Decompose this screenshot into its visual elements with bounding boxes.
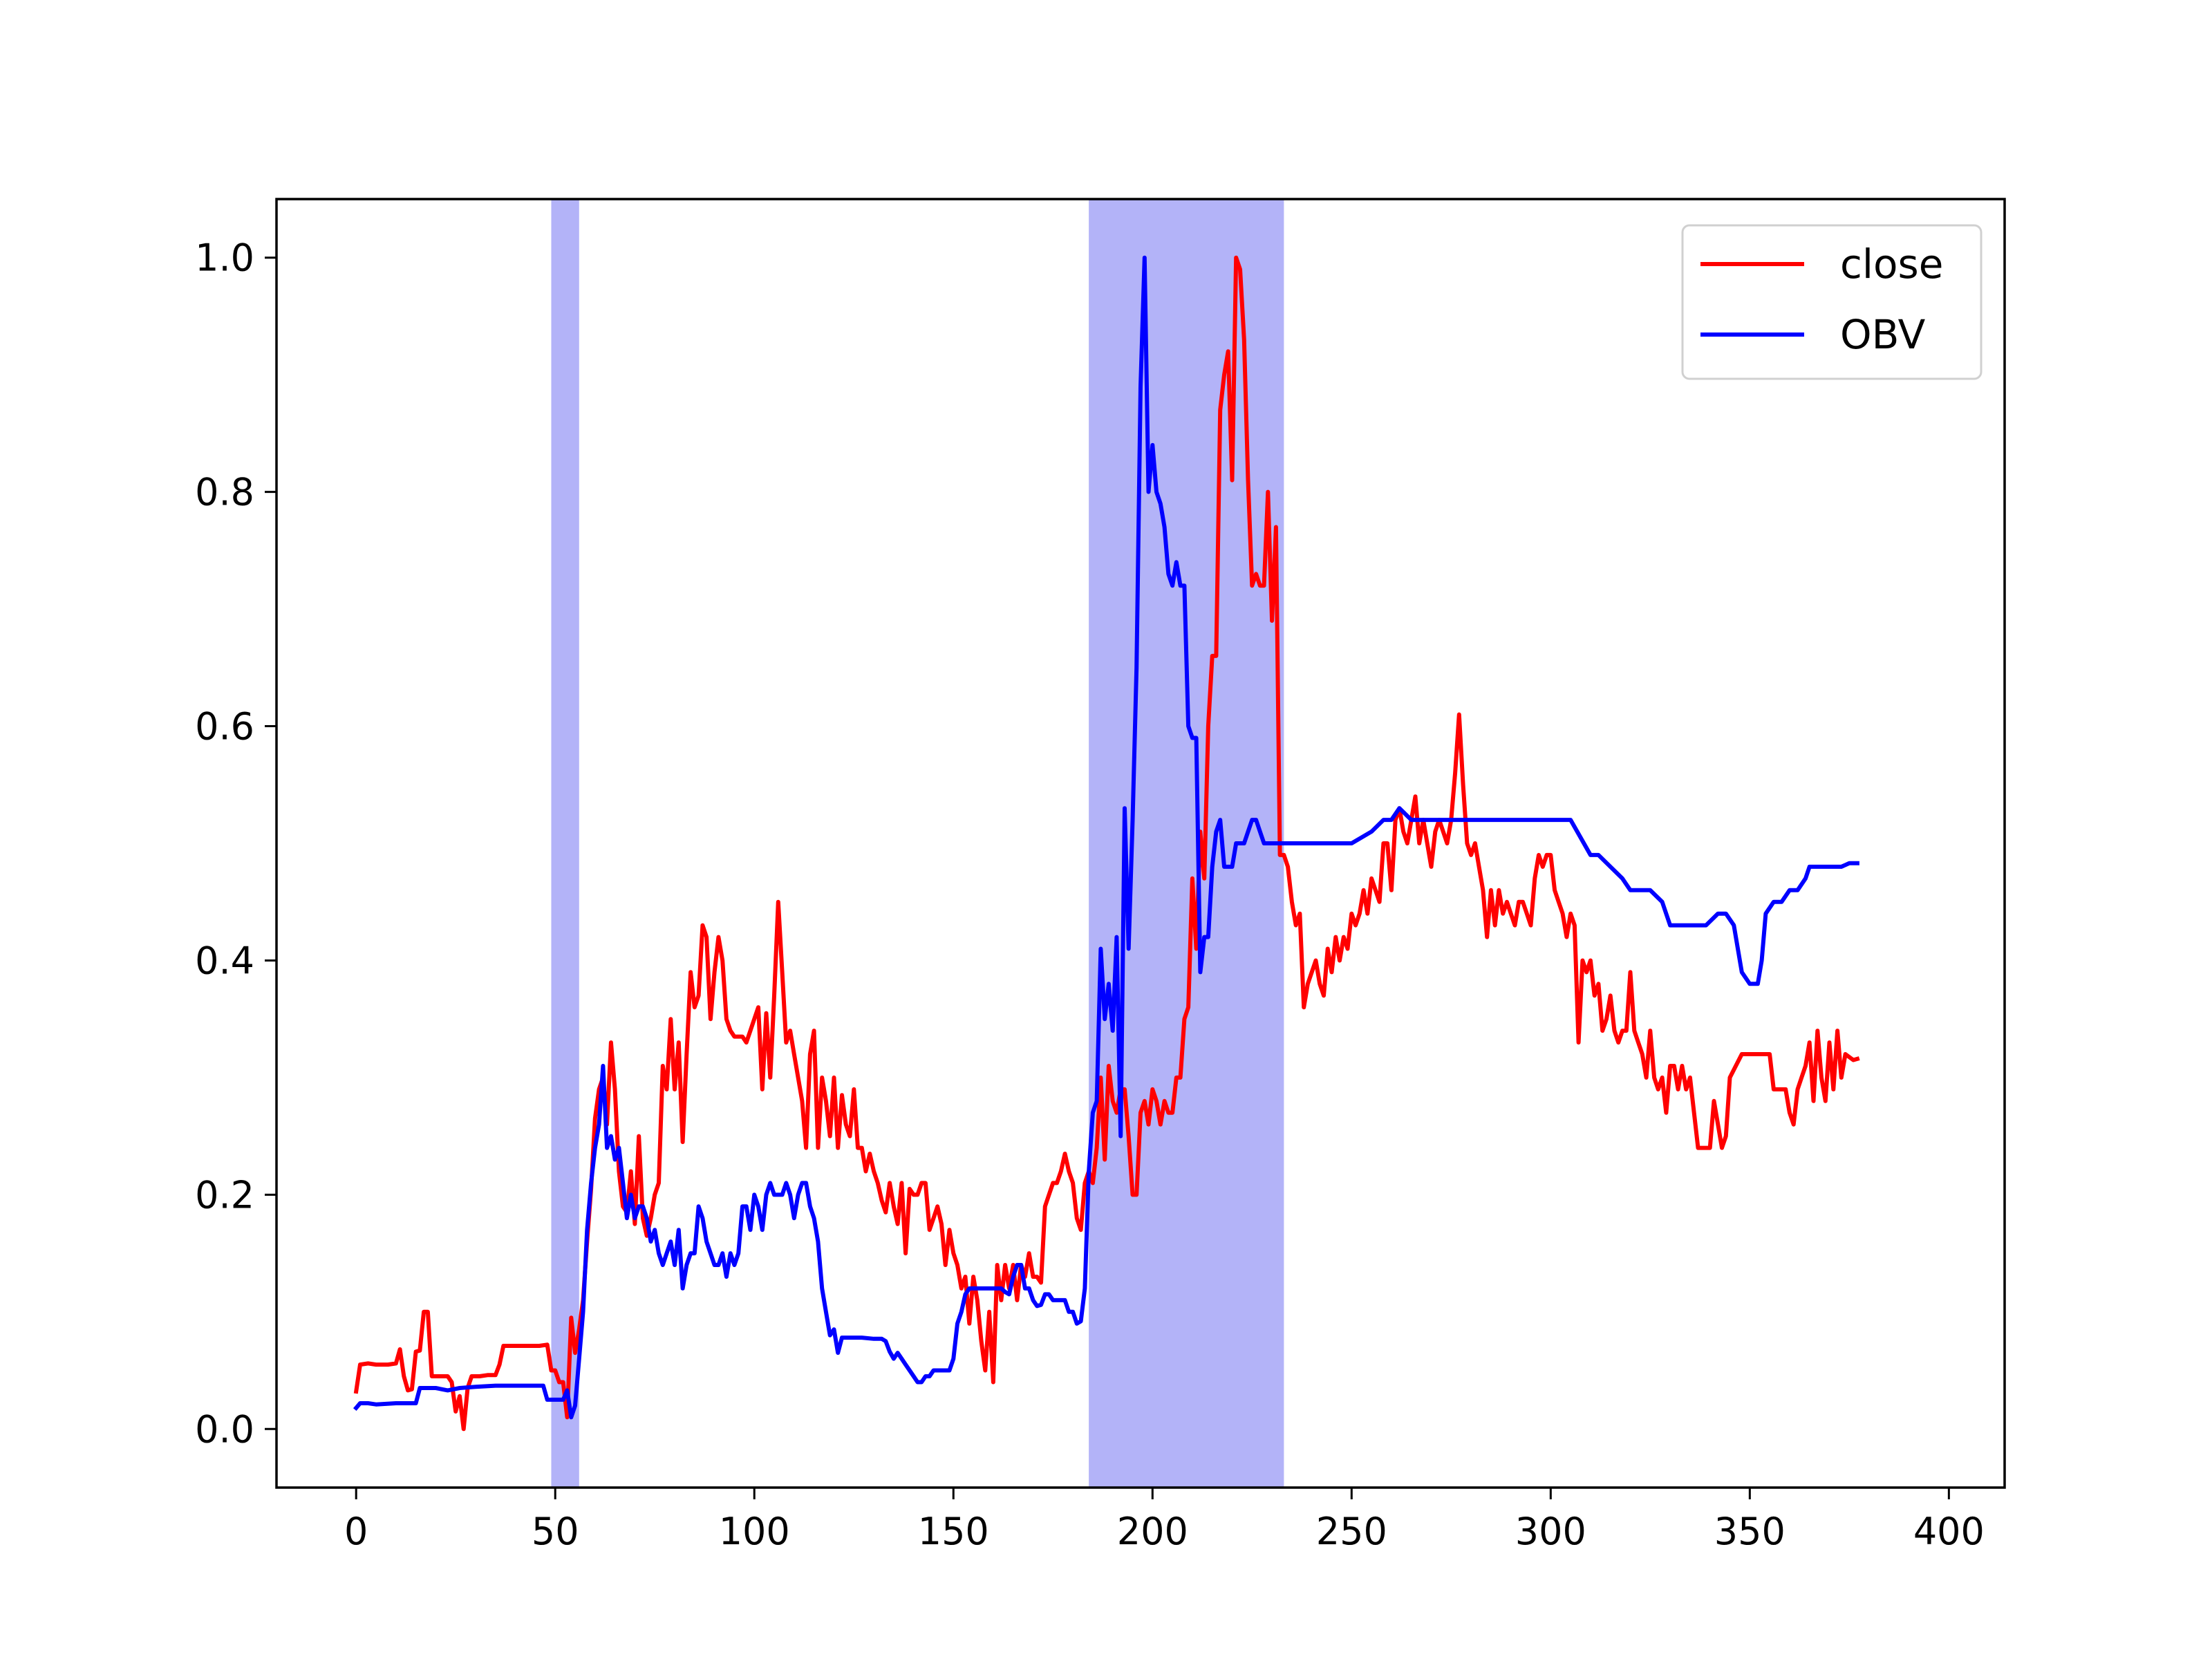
x-tick-label: 0 xyxy=(344,1510,368,1553)
shaded-region-1 xyxy=(1089,199,1284,1488)
legend-label-close: close xyxy=(1840,241,1943,288)
series-line-obv xyxy=(353,255,1859,1420)
y-tick-label: 0.6 xyxy=(195,705,254,749)
axes-frame xyxy=(275,198,2006,1489)
y-tick-label: 0.2 xyxy=(195,1173,254,1217)
x-tick-label: 150 xyxy=(918,1510,989,1553)
y-tick-label: 1.0 xyxy=(195,236,254,280)
y-tick-label: 0.8 xyxy=(195,471,254,514)
y-axis-ticks: 0.0 0.2 0.4 0.6 0.8 1.0 xyxy=(195,236,276,1451)
legend: close OBV xyxy=(1681,224,1983,380)
x-tick-label: 50 xyxy=(532,1510,579,1553)
x-tick-label: 350 xyxy=(1714,1510,1785,1553)
x-axis-ticks: 0 50 100 150 200 250 300 350 400 xyxy=(344,1488,1985,1553)
y-tick-label: 0.4 xyxy=(195,939,254,982)
x-tick-label: 200 xyxy=(1117,1510,1188,1553)
y-tick-label: 0.0 xyxy=(195,1407,254,1451)
x-tick-label: 400 xyxy=(1913,1510,1985,1553)
series-lines xyxy=(353,255,1860,1432)
legend-label-obv: OBV xyxy=(1840,311,1926,358)
x-tick-label: 300 xyxy=(1515,1510,1586,1553)
shaded-regions xyxy=(551,199,1284,1488)
x-tick-label: 250 xyxy=(1316,1510,1387,1553)
shaded-region-0 xyxy=(551,199,579,1488)
x-tick-label: 100 xyxy=(719,1510,790,1553)
